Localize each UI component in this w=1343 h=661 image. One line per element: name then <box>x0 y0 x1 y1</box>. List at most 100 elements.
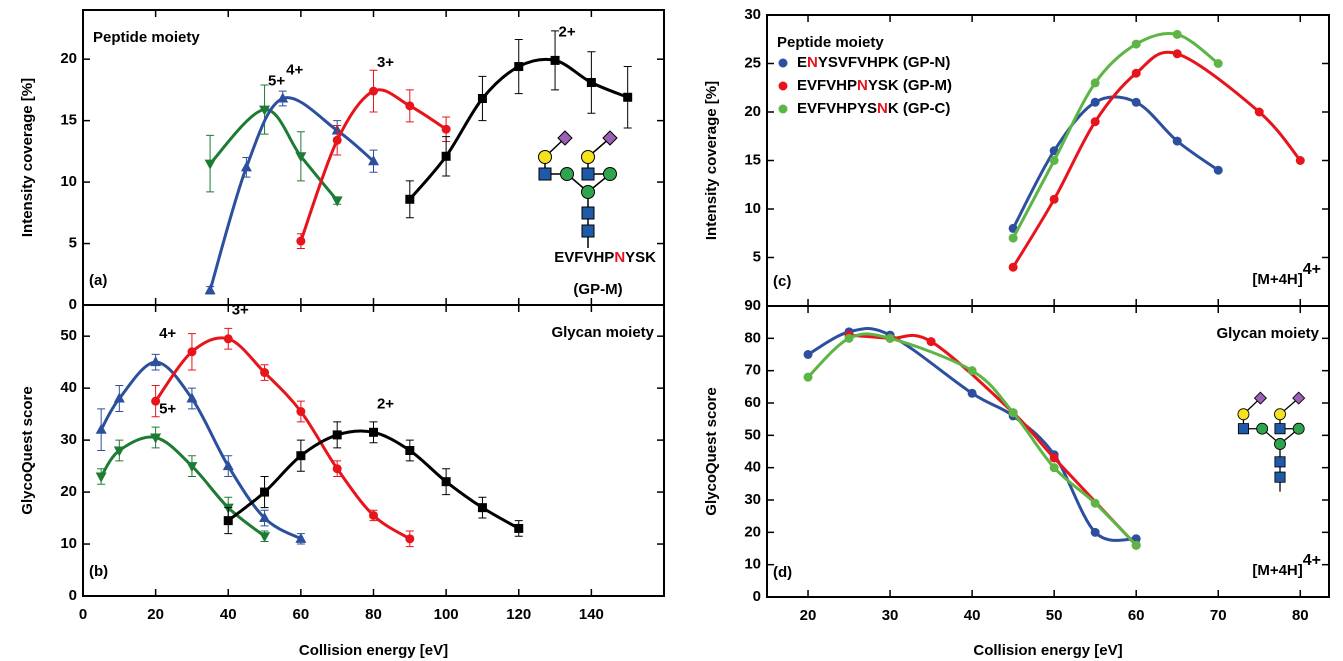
ion-label: [M+4H]4+ <box>1252 261 1321 288</box>
series <box>223 421 524 537</box>
marker <box>222 460 234 471</box>
galactose <box>581 150 595 164</box>
mannose <box>1256 422 1269 435</box>
x-tick-label: 80 <box>1292 607 1309 624</box>
mannose <box>1274 438 1286 450</box>
y-tick-label: 25 <box>744 54 761 71</box>
marker <box>369 427 378 437</box>
galactose <box>1274 408 1286 421</box>
series <box>1008 29 1223 243</box>
panel-label: (b) <box>89 563 108 580</box>
marker <box>369 86 378 96</box>
marker <box>260 487 270 497</box>
marker <box>186 392 198 403</box>
marker <box>204 159 216 170</box>
peptide-id: (GP-M) <box>573 281 622 298</box>
legend-label: EVFVHPNYSK (GP-M) <box>797 77 952 94</box>
ion-charge: 4+ <box>1303 552 1321 569</box>
marker <box>295 532 307 543</box>
y-tick-label: 80 <box>744 329 761 346</box>
series-label: 4+ <box>286 61 303 78</box>
peptide-label: EVFVHPNYSK <box>554 249 656 266</box>
text-part: EVFVHP <box>554 249 614 266</box>
marker <box>1049 453 1059 463</box>
series-label: 3+ <box>377 54 394 71</box>
plot-frame <box>82 304 665 597</box>
y-tick-label: 90 <box>744 297 761 314</box>
marker <box>332 464 342 474</box>
marker <box>1213 59 1223 68</box>
sialic-acid <box>1253 391 1268 405</box>
x-tick-label: 70 <box>1210 607 1227 624</box>
ion-charge: 4+ <box>1303 261 1321 278</box>
x-tick-label: 30 <box>882 607 899 624</box>
series <box>204 84 343 207</box>
glycan-icon <box>1237 391 1306 492</box>
y-axis-label: GlycoQuest score <box>703 387 720 515</box>
series <box>803 326 1141 544</box>
text-part: YSK <box>625 249 656 266</box>
x-axis-label: Collision energy [eV] <box>973 642 1122 659</box>
sialic-acid <box>602 130 618 146</box>
text-part: EVFVHP <box>797 77 857 94</box>
panel-label: (c) <box>773 273 791 290</box>
marker <box>150 356 162 367</box>
marker <box>844 333 854 343</box>
marker <box>95 423 107 434</box>
legend-marker <box>778 81 788 91</box>
x-tick-label: 100 <box>434 606 459 623</box>
legend-marker <box>778 58 788 68</box>
marker <box>95 472 107 483</box>
panel-title: Peptide moiety <box>777 34 884 51</box>
x-tick-label: 0 <box>79 606 87 623</box>
panel-label: (d) <box>773 564 792 581</box>
marker <box>1131 97 1141 107</box>
fit-curve <box>209 108 339 202</box>
marker <box>1172 29 1182 39</box>
series <box>844 330 1141 550</box>
y-tick-label: 10 <box>744 556 761 573</box>
marker <box>441 151 451 161</box>
text-part: N <box>857 77 868 94</box>
marker <box>1213 165 1223 175</box>
plot-frame <box>766 305 1330 598</box>
marker <box>1049 194 1059 204</box>
marker <box>803 350 813 359</box>
y-tick-label: 10 <box>60 535 77 552</box>
marker <box>1131 68 1141 78</box>
marker <box>1090 498 1100 508</box>
marker <box>113 446 125 457</box>
y-tick-label: 5 <box>753 248 761 265</box>
marker <box>926 337 936 347</box>
marker <box>332 430 342 440</box>
panel-title: Glycan moiety <box>1216 325 1319 342</box>
series <box>204 90 379 295</box>
glcnac <box>581 167 595 181</box>
series <box>151 327 415 548</box>
y-axis-label: Intensity coverage [%] <box>703 81 720 240</box>
marker <box>514 523 524 533</box>
y-tick-label: 50 <box>744 426 761 443</box>
series <box>95 353 307 545</box>
x-tick-label: 60 <box>1128 607 1145 624</box>
y-tick-label: 0 <box>69 296 77 313</box>
text-part: E <box>797 54 807 71</box>
x-tick-label: 120 <box>506 606 531 623</box>
fit-curve <box>1011 31 1220 239</box>
marker <box>1172 49 1182 59</box>
fit-curve <box>99 360 302 541</box>
series <box>95 426 271 543</box>
glcnac <box>581 206 595 220</box>
y-tick-label: 0 <box>69 587 77 604</box>
glcnac <box>1237 423 1249 435</box>
marker <box>1090 117 1100 127</box>
marker <box>151 396 161 406</box>
x-tick-label: 40 <box>964 607 981 624</box>
marker <box>223 516 233 526</box>
series-label: 2+ <box>559 23 576 40</box>
marker <box>477 94 487 103</box>
marker <box>1090 97 1100 107</box>
y-tick-label: 15 <box>744 151 761 168</box>
series <box>1008 95 1223 233</box>
